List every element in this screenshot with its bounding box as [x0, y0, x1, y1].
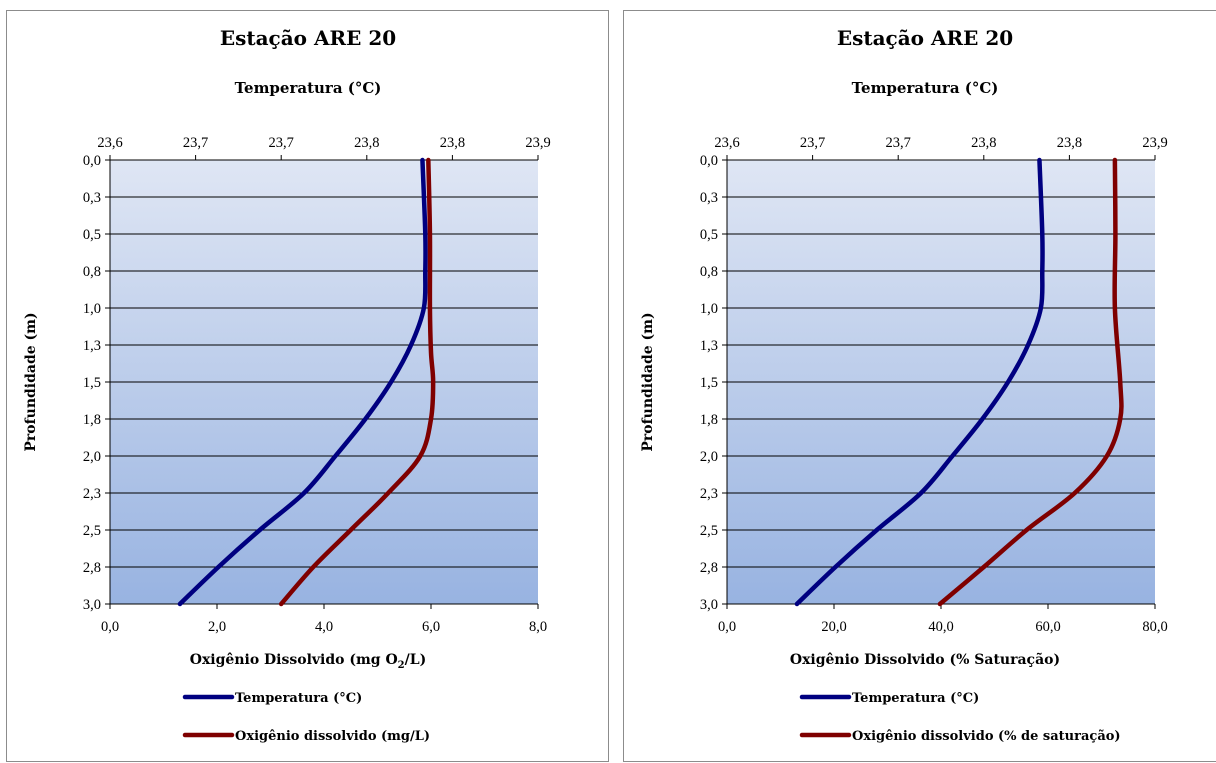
y-tick-label: 2,3 [83, 486, 101, 502]
y-tick-label: 0,3 [83, 190, 101, 206]
x2-tick-label: 23,7 [886, 135, 911, 151]
x2-tick-label: 23,6 [714, 135, 739, 151]
chart-svg: Estação ARE 20 Temperatura (°C) 0,0 0,3 0,5 0… [640, 26, 1168, 744]
x-tick-label: 80,0 [1142, 619, 1167, 635]
y-tick-label: 1,8 [83, 412, 101, 428]
y-tick-label: 1,8 [700, 412, 718, 428]
x2-tick-label: 23,9 [1142, 135, 1167, 151]
y-tick-label: 2,8 [700, 560, 718, 576]
legend-label-oxygen: Oxigênio dissolvido (mg/L) [235, 729, 430, 744]
y-axis-title: Profundidade (m) [640, 312, 656, 451]
x2-tick-label: 23,7 [800, 135, 825, 151]
y-tick-label: 2,0 [700, 449, 718, 465]
series-line-oxygen [937, 157, 1124, 607]
x-tick-label: 40,0 [928, 619, 953, 635]
chart-svg: Estação ARE 20 Temperatura (°C) 0,0 0,3 0,5 0… [23, 26, 551, 744]
x-tick-label: 2,0 [208, 619, 226, 635]
series-line-temperature [177, 157, 428, 607]
x-axis-title: Oxigênio Dissolvido (mg O2/L) [190, 652, 426, 671]
y-tick-label: 0,8 [700, 264, 718, 280]
legend-label-oxygen: Oxigênio dissolvido (% de saturação) [852, 729, 1121, 744]
y-tick-label: 0,8 [83, 264, 101, 280]
y-tick-label: 1,0 [700, 301, 718, 317]
top-axis-title: Temperatura (°C) [235, 79, 382, 97]
chart-panel-oxygen-saturation: Estação ARE 20 Temperatura (°C) 0,0 0,3 0,5 0… [623, 10, 1216, 762]
series-line-temperature [794, 157, 1045, 607]
x-tick-label: 0,0 [718, 619, 736, 635]
x2-tick-label: 23,8 [354, 135, 379, 151]
x2-tick-label: 23,8 [971, 135, 996, 151]
y-tick-label: 0,5 [700, 227, 718, 243]
y-tick-label: 3,0 [83, 597, 101, 613]
y-tick-label: 3,0 [700, 597, 718, 613]
y-tick-label: 2,0 [83, 449, 101, 465]
x-axis-title: Oxigênio Dissolvido (% Saturação) [790, 651, 1060, 668]
y-tick-label: 0,3 [700, 190, 718, 206]
x2-tick-label: 23,9 [525, 135, 550, 151]
legend-label-temperature: Temperatura (°C) [852, 691, 979, 706]
y-tick-label: 0,5 [83, 227, 101, 243]
x-tick-label: 8,0 [529, 619, 547, 635]
legend-label-temperature: Temperatura (°C) [235, 691, 362, 706]
y-tick-label: 0,0 [700, 153, 718, 169]
x2-tick-label: 23,7 [269, 135, 294, 151]
x2-tick-label: 23,8 [440, 135, 465, 151]
x2-tick-label: 23,6 [97, 135, 122, 151]
x-tick-label: 0,0 [101, 619, 119, 635]
x-tick-label: 60,0 [1035, 619, 1060, 635]
y-tick-label: 1,5 [83, 375, 101, 391]
y-tick-label: 2,5 [700, 523, 718, 539]
series-line-oxygen [278, 157, 436, 607]
y-axis-title: Profundidade (m) [23, 312, 39, 451]
chart-title: Estação ARE 20 [837, 26, 1013, 50]
y-tick-label: 1,3 [83, 338, 101, 354]
top-axis-title: Temperatura (°C) [852, 79, 999, 97]
x-tick-label: 20,0 [821, 619, 846, 635]
x-tick-label: 6,0 [422, 619, 440, 635]
x2-tick-label: 23,7 [183, 135, 208, 151]
chart-title: Estação ARE 20 [220, 26, 396, 50]
x-tick-label: 4,0 [315, 619, 333, 635]
y-tick-label: 2,5 [83, 523, 101, 539]
chart-panel-oxygen-mgl: Estação ARE 20 Temperatura (°C) 0,0 0,3 0,5 0… [6, 10, 609, 762]
y-tick-label: 0,0 [83, 153, 101, 169]
y-tick-label: 2,8 [83, 560, 101, 576]
y-tick-label: 1,3 [700, 338, 718, 354]
y-tick-label: 1,5 [700, 375, 718, 391]
y-tick-label: 2,3 [700, 486, 718, 502]
x2-tick-label: 23,8 [1057, 135, 1082, 151]
y-tick-label: 1,0 [83, 301, 101, 317]
